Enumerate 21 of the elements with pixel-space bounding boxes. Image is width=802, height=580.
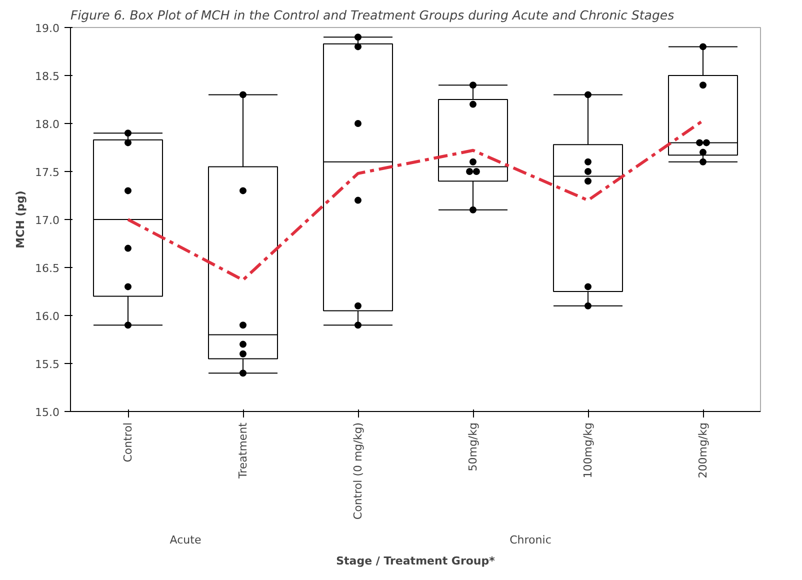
text: Acute [170,534,202,546]
y-axis-title: MCH (pg) [14,190,28,248]
y-tick-label: 17.5 [35,166,60,179]
y-tick-label: 16.0 [35,310,60,323]
y-tick-label: 18.5 [35,70,60,83]
x-tick-label: 100mg/kg [582,422,594,478]
x-tick-label: 200mg/kg [696,422,710,478]
line-series [126,119,704,282]
y-tick-label: 16.5 [35,262,60,275]
x-tick-label: Treatment [236,422,250,480]
chart-title: Figure 6. Box Plot of MCH in the Control and Treatment Groups during Acute and Chronic Stages [70,8,675,22]
text: Chronic [510,534,552,546]
y-tick-label: 18.0 [35,118,60,131]
y-tick-label: 17.0 [35,214,60,227]
y-tick-label: 19.0 [35,22,60,35]
y-tick-label: 15.0 [35,406,60,419]
x-axis-title: Stage / Treatment Group* [336,554,496,568]
x-tick-label: 50mg/kg [466,422,480,472]
y-tick-label: 15.5 [35,358,60,371]
x-tick-label: Control (0 mg/kg) [352,422,364,520]
x-tick-label: Control [122,422,134,462]
